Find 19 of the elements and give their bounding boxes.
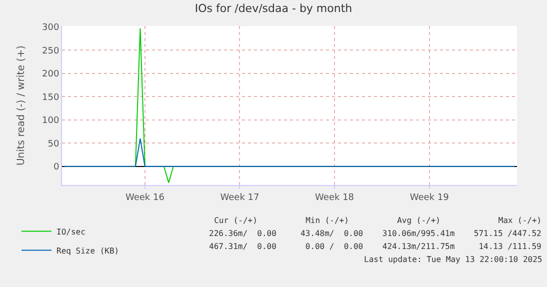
text: 467.31m/ 0.00 0.00 / 0.00 424.13m/211.75m 14.13 /111.59	[209, 242, 542, 251]
chart-title: IOs for /dev/sdaa - by month	[194, 2, 352, 16]
y-tick-label: 100	[42, 116, 60, 126]
text: Cur (-/+) Min (-/+) Avg (-/+) Max (-/+)	[190, 216, 542, 225]
legend-label: IO/sec	[56, 227, 86, 236]
y-axis-title: Units read (-) / write (+)	[16, 45, 28, 166]
x-tick-label: Week 17	[220, 192, 260, 203]
y-tick-label: 150	[42, 92, 60, 103]
x-tick-label: Week 18	[315, 192, 354, 203]
x-tick-label: Week 19	[410, 192, 450, 203]
text: 226.36m/ 0.00 43.48m/ 0.00 310.06m/995.41m 571.15 /447.52	[209, 229, 542, 238]
y-tick-label: 0	[53, 162, 60, 173]
y-tick-label: 50	[48, 139, 60, 150]
legend-label: Req Size (KB)	[56, 246, 120, 256]
text: Last update: Tue May 13 22:00:10 2025	[364, 255, 542, 264]
x-tick-label: Week 16	[125, 192, 165, 203]
y-tick-label: 250	[42, 46, 60, 56]
y-tick-label: 300	[42, 23, 60, 34]
y-tick-label: 200	[42, 70, 60, 80]
